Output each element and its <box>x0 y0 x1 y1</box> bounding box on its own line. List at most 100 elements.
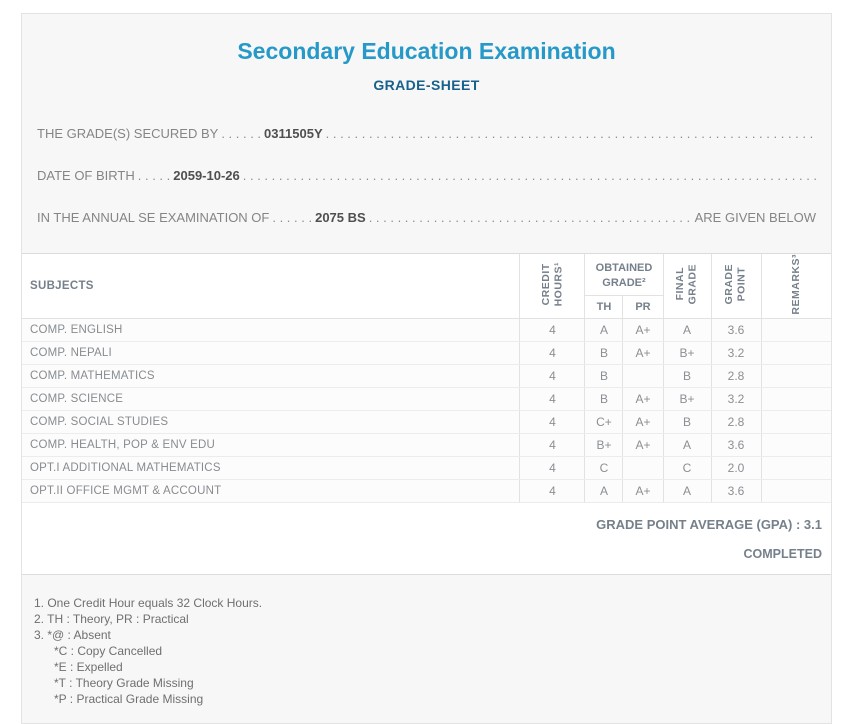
remarks-cell <box>760 409 831 434</box>
candidate-info: THE GRADE(S) SECURED BY . . . . . . 0311… <box>37 127 816 225</box>
grade-point-cell: 3.6 <box>710 432 762 457</box>
gpa-label: GRADE POINT AVERAGE (GPA) : <box>596 516 801 532</box>
credit-hours-cell: 4 <box>519 386 586 411</box>
grade-point-cell: 2.0 <box>710 455 762 480</box>
footnote-line: 2. TH : Theory, PR : Practical <box>34 611 189 626</box>
practical-grade-cell: A+ <box>622 340 664 365</box>
status-badge: COMPLETED <box>743 546 822 561</box>
subject-cell: COMP. SOCIAL STUDIES <box>22 409 521 434</box>
remarks-cell <box>760 455 831 480</box>
remarks-cell <box>760 340 831 365</box>
table-row: COMP. HEALTH, POP & ENV EDU 4 B+ A+ A 3.6 <box>22 432 831 457</box>
subject-cell: COMP. ENGLISH <box>22 317 521 342</box>
final-grade-cell: A <box>662 432 712 457</box>
subject-cell: OPT.I ADDITIONAL MATHEMATICS <box>22 455 521 480</box>
footnote-line: *E : Expelled <box>54 659 123 674</box>
examination-year-value: 2075 BS <box>315 210 366 225</box>
secured-by-line: THE GRADE(S) SECURED BY . . . . . . 0311… <box>37 127 816 141</box>
theory-grade-cell: A <box>584 478 624 503</box>
grade-point-cell: 2.8 <box>710 363 762 388</box>
footnote-line: *P : Practical Grade Missing <box>54 691 204 706</box>
final-grade-cell: C <box>662 455 712 480</box>
examination-year-line: IN THE ANNUAL SE EXAMINATION OF . . . . … <box>37 211 816 225</box>
table-row: COMP. MATHEMATICS 4 B B 2.8 <box>22 363 831 388</box>
practical-grade-cell: A+ <box>622 478 664 503</box>
theory-grade-cell: B <box>584 363 624 388</box>
grade-point-cell: 3.6 <box>710 478 762 503</box>
practical-grade-cell: A+ <box>622 432 664 457</box>
table-row: COMP. NEPALI 4 B A+ B+ 3.2 <box>22 340 831 365</box>
practical-grade-cell: A+ <box>622 386 664 411</box>
credit-hours-cell: 4 <box>519 317 586 342</box>
grade-point-cell: 3.6 <box>710 317 762 342</box>
gpa-value: 3.1 <box>803 516 822 532</box>
table-row: OPT.I ADDITIONAL MATHEMATICS 4 C C 2.0 <box>22 455 831 480</box>
theory-grade-cell: C+ <box>584 409 624 434</box>
footnote-line: 1. One Credit Hour equals 32 Clock Hours… <box>34 595 263 610</box>
col-header-obtained-grade: OBTAINED GRADE² <box>584 254 664 297</box>
credit-hours-rotated-label: CREDIT HOURS¹ <box>539 262 565 307</box>
grade-point-cell: 2.8 <box>710 409 762 434</box>
are-given-below-label: ARE GIVEN BELOW <box>694 210 816 225</box>
theory-grade-cell: B <box>584 340 624 365</box>
theory-grade-cell: C <box>584 455 624 480</box>
practical-grade-cell <box>622 455 664 480</box>
remarks-cell <box>760 363 831 388</box>
col-header-theory: TH <box>584 295 624 319</box>
table-row: OPT.II OFFICE MGMT & ACCOUNT 4 A A+ A 3.6 <box>22 478 831 503</box>
final-grade-cell: B <box>662 363 712 388</box>
practical-grade-cell: A+ <box>622 409 664 434</box>
remarks-cell <box>760 317 831 342</box>
subject-cell: COMP. NEPALI <box>22 340 521 365</box>
table-row: COMP. SCIENCE 4 B A+ B+ 3.2 <box>22 386 831 411</box>
grades-table-block: SUBJECTS CREDIT HOURS¹ OBTAINED GRADE² F… <box>22 253 831 575</box>
remarks-cell <box>760 478 831 503</box>
secured-by-label: THE GRADE(S) SECURED BY <box>37 126 219 141</box>
theory-grade-cell: B <box>584 386 624 411</box>
theory-grade-cell: A <box>584 317 624 342</box>
col-header-remarks: REMARKS³ <box>760 254 831 319</box>
leader-dots: . . . . . . . . . . . . . . . . . . . . … <box>242 169 816 183</box>
final-grade-cell: A <box>662 478 712 503</box>
final-grade-cell: A <box>662 317 712 342</box>
remarks-cell <box>760 432 831 457</box>
col-header-credit-hours: CREDIT HOURS¹ <box>519 254 586 319</box>
credit-hours-cell: 4 <box>519 409 586 434</box>
symbol-number-value: 0311505Y <box>264 126 323 141</box>
credit-hours-cell: 4 <box>519 478 586 503</box>
leader-dots: . . . . . . <box>221 126 262 141</box>
subject-cell: COMP. SCIENCE <box>22 386 521 411</box>
subject-cell: COMP. MATHEMATICS <box>22 363 521 388</box>
leader-dots: . . . . . . . . . . . . . . . . . . . . … <box>368 211 691 225</box>
col-header-final-grade: FINAL GRADE <box>662 254 712 319</box>
gpa-row: GRADE POINT AVERAGE (GPA) : 3.1 <box>22 503 831 532</box>
footnote-line: *C : Copy Cancelled <box>54 643 163 658</box>
remarks-cell <box>760 386 831 411</box>
page-title: Secondary Education Examination <box>237 38 616 64</box>
credit-hours-cell: 4 <box>519 363 586 388</box>
status-row: COMPLETED <box>22 532 831 574</box>
col-header-subjects: SUBJECTS <box>22 254 521 319</box>
gradesheet-panel: Secondary Education Examination GRADE-SH… <box>21 13 832 724</box>
date-of-birth-line: DATE OF BIRTH . . . . . 2059-10-26 . . .… <box>37 169 816 183</box>
date-of-birth-value: 2059-10-26 <box>173 168 240 183</box>
subject-cell: OPT.II OFFICE MGMT & ACCOUNT <box>22 478 521 503</box>
leader-dots: . . . . . . . . . . . . . . . . . . . . … <box>325 127 816 141</box>
footnote-line: 3. *@ : Absent <box>34 627 111 642</box>
credit-hours-cell: 4 <box>519 432 586 457</box>
table-row: COMP. ENGLISH 4 A A+ A 3.6 <box>22 317 831 342</box>
practical-grade-cell: A+ <box>622 317 664 342</box>
leader-dots: . . . . . <box>137 168 171 183</box>
grades-table: SUBJECTS CREDIT HOURS¹ OBTAINED GRADE² F… <box>22 254 831 503</box>
col-header-practical: PR <box>622 295 663 319</box>
subject-cell: COMP. HEALTH, POP & ENV EDU <box>22 432 521 457</box>
theory-grade-cell: B+ <box>584 432 624 457</box>
final-grade-rotated-label: FINAL GRADE <box>674 264 699 305</box>
leader-dots: . . . . . . <box>272 210 313 225</box>
credit-hours-cell: 4 <box>519 455 586 480</box>
obtained-grade-label: OBTAINED GRADE² <box>595 261 653 289</box>
final-grade-cell: B <box>662 409 712 434</box>
final-grade-cell: B+ <box>662 386 712 411</box>
grade-point-cell: 3.2 <box>710 340 762 365</box>
examination-label: IN THE ANNUAL SE EXAMINATION OF <box>37 210 270 225</box>
